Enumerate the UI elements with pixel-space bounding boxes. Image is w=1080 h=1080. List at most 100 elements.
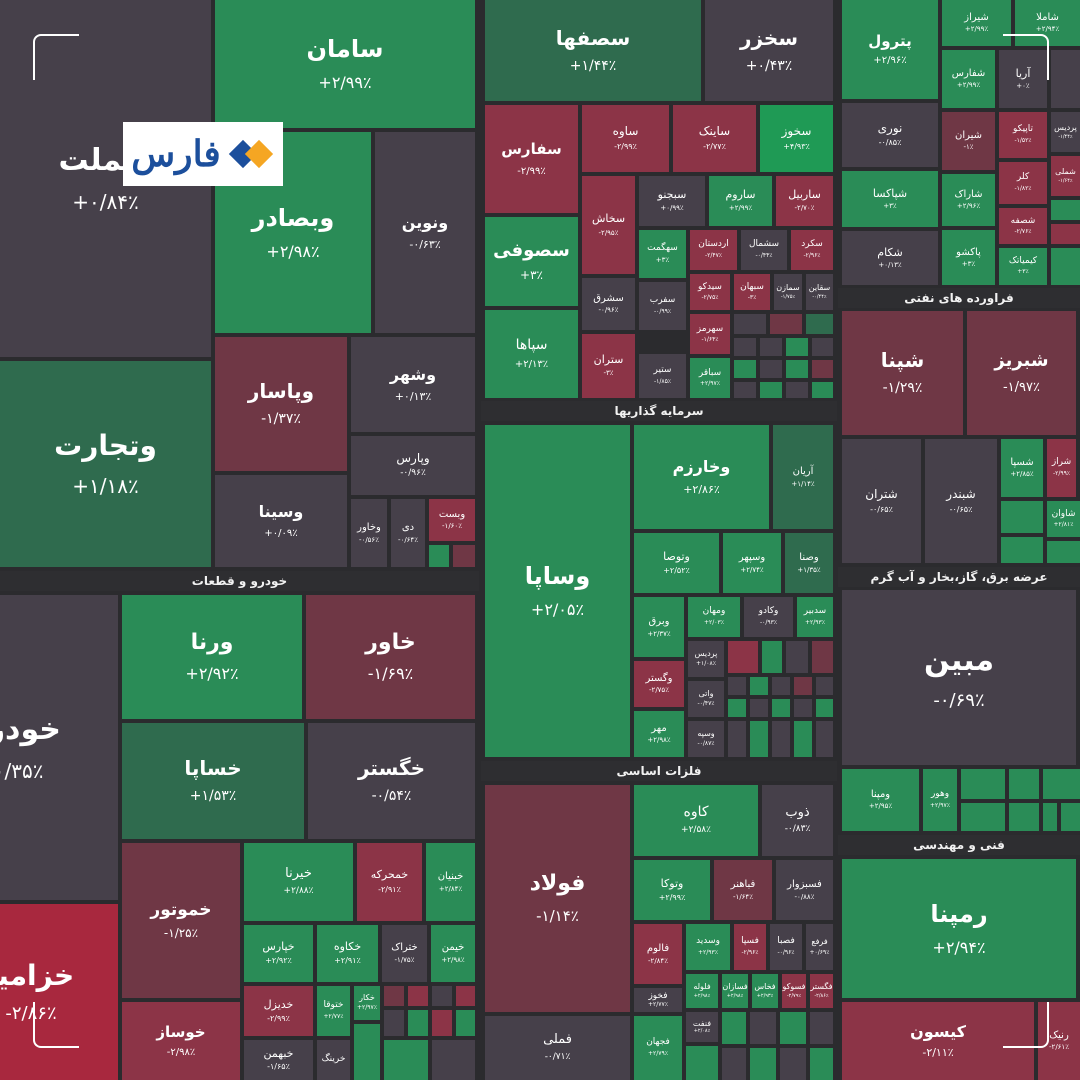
tile-small[interactable]: [734, 338, 756, 356]
tile-tapiko[interactable]: تاپیکو -۱/۵۲٪: [999, 112, 1047, 158]
tile-sesofha[interactable]: سصفها +۱/۴۴٪: [485, 0, 701, 101]
tile-khosaz[interactable]: خوساز -۲/۹۸٪: [122, 1002, 240, 1080]
tile-shsafeh[interactable]: شصفه -۲/۷۶٪: [999, 208, 1047, 244]
tile-small[interactable]: [432, 986, 452, 1006]
tile-khmoharreke[interactable]: خمحرکه -۲/۹۱٪: [357, 843, 422, 921]
tile-small[interactable]: [786, 641, 808, 673]
tile-pakshoo[interactable]: پاکشو +۳٪: [942, 230, 995, 285]
tile-small[interactable]: [816, 699, 833, 717]
tile-small[interactable]: [806, 314, 833, 334]
tile-pardis-ph[interactable]: پردیس -۱/۴۴٪: [1051, 112, 1080, 152]
tile-small[interactable]: [770, 314, 802, 334]
tile-kayson[interactable]: کیسون -۲/۱۱٪: [842, 1002, 1034, 1080]
tile-sekhash[interactable]: سخاش -۲/۹۵٪: [582, 176, 635, 274]
tile-small[interactable]: [786, 338, 808, 356]
tile-kheirna[interactable]: خیرنا +۲/۸۸٪: [244, 843, 353, 921]
tile-khmotor[interactable]: خموتور -۱/۲۵٪: [122, 843, 240, 998]
tile-khkar[interactable]: خکار +۲/۹۷٪: [354, 986, 380, 1020]
tile-khtoga[interactable]: ختوقا +۲/۷۷٪: [317, 986, 350, 1036]
tile-kelor[interactable]: کلر -۱/۸۲٪: [999, 162, 1047, 204]
tile-sadbir[interactable]: سدبیر +۲/۹۳٪: [797, 597, 833, 637]
tile-small[interactable]: [772, 699, 790, 717]
tile-vbest[interactable]: وبست -۱/۶۰٪: [429, 499, 475, 541]
tile-khbahman[interactable]: خبهمن -۱/۶۵٪: [244, 1040, 313, 1080]
tile-small[interactable]: [384, 1010, 404, 1036]
tile-sehgamt[interactable]: سهگمت +۳٪: [639, 230, 686, 278]
tile-rampna[interactable]: رمپنا +۲/۹۴٪: [842, 859, 1076, 998]
tile-small[interactable]: [408, 1010, 428, 1036]
tile-sarom[interactable]: ساروم +۲/۹۹٪: [709, 176, 772, 226]
tile-khavar[interactable]: خاور -۱/۶۹٪: [306, 595, 475, 719]
tile-vshahr[interactable]: وشهر +۰/۱۳٪: [351, 337, 475, 432]
tile-vtosa[interactable]: وتوصا +۲/۵۲٪: [634, 533, 719, 593]
tile-small[interactable]: [432, 1040, 475, 1080]
tile-shbandar[interactable]: شبندر -۰/۶۵٪: [925, 439, 997, 563]
tile-vbargh[interactable]: وبرق +۲/۳۷٪: [634, 597, 684, 657]
tile-sekhouz[interactable]: سخوز +۴/۹۳٪: [760, 105, 833, 172]
tile-small[interactable]: [384, 986, 404, 1006]
tile-khiman[interactable]: خیمن +۲/۹۸٪: [431, 925, 475, 982]
tile-small[interactable]: [772, 677, 790, 695]
tile-shekam[interactable]: شکام +۰/۱۳٪: [842, 231, 938, 285]
tile-small[interactable]: [816, 677, 833, 695]
tile-vrena[interactable]: ورنا +۲/۹۲٪: [122, 595, 302, 719]
tile-small[interactable]: [384, 1040, 428, 1080]
tile-small[interactable]: [1001, 537, 1043, 563]
tile-saman[interactable]: سامان +۲/۹۹٪: [215, 0, 475, 128]
tile-vati[interactable]: واتی -۰/۴۷٪: [688, 681, 724, 717]
tile-fsepa[interactable]: فسپا -۲/۹۶٪: [734, 924, 766, 970]
tile-sabik[interactable]: ساینک -۲/۷۷٪: [673, 105, 756, 172]
tile-vsepeh[interactable]: وسپه -۰/۸۷٪: [688, 721, 724, 757]
tile-foolad[interactable]: فولاد -۱/۱۴٪: [485, 785, 630, 1012]
tile-khsapa[interactable]: خساپا +۱/۵۳٪: [122, 723, 304, 839]
tile-small[interactable]: [1001, 501, 1043, 533]
tile-vkadou[interactable]: وکادو -۰/۹۳٪: [744, 597, 793, 637]
tile-small[interactable]: [722, 1048, 746, 1080]
tile-vsadid[interactable]: وسدید +۲/۹۳٪: [686, 924, 730, 970]
tile-shiran[interactable]: شیران -۱٪: [942, 112, 995, 170]
tile-sepaha[interactable]: سپاها +۲/۱۳٪: [485, 310, 578, 398]
tile-khbonyan[interactable]: خبنیان +۲/۸۴٪: [426, 843, 475, 921]
tile-khodro[interactable]: خودرو -۰/۳۵٪: [0, 595, 118, 900]
tile-sebjno[interactable]: سبجنو +۰/۹۹٪: [639, 176, 705, 226]
tile-small[interactable]: [722, 1012, 746, 1044]
tile-small[interactable]: [456, 986, 475, 1006]
tile-vbsader[interactable]: وبصادر +۲/۹۸٪: [215, 132, 371, 333]
tile-small[interactable]: [1051, 200, 1080, 220]
tile-sharak[interactable]: شاراک +۲/۹۶٪: [942, 174, 995, 226]
tile-day[interactable]: دی -۰/۶۴٪: [391, 499, 425, 567]
tile-vparsian[interactable]: وپارس -۰/۹۶٪: [351, 436, 475, 495]
tile-vsepehr[interactable]: وسپهر +۲/۷۴٪: [723, 533, 781, 593]
tile-sefars[interactable]: سفارس -۲/۹۹٪: [485, 105, 578, 213]
tile-small[interactable]: [408, 986, 428, 1006]
tile-small[interactable]: [728, 677, 746, 695]
tile-vnovin[interactable]: ونوین -۰/۶۳٪: [375, 132, 475, 333]
tile-vpasar[interactable]: وپاسار -۱/۳۷٪: [215, 337, 347, 471]
tile-shavan[interactable]: شاوان +۲/۸۱٪: [1047, 501, 1080, 537]
tile-small[interactable]: [1061, 803, 1080, 831]
tile-vmahan[interactable]: ومهان +۲/۰۳٪: [688, 597, 740, 637]
tile-small[interactable]: [794, 677, 812, 695]
tile-fsazan[interactable]: فسازان +۲/۹۸٪: [722, 974, 748, 1008]
tile-small[interactable]: [812, 360, 833, 378]
tile-fameli[interactable]: فملی -۰/۷۱٪: [485, 1016, 630, 1080]
tile-small[interactable]: [686, 1046, 718, 1080]
tile-small[interactable]: [734, 382, 756, 398]
tile-small[interactable]: [432, 1010, 452, 1036]
tile-small[interactable]: [812, 338, 833, 356]
tile-small[interactable]: [750, 699, 768, 717]
tile-small[interactable]: [760, 338, 782, 356]
tile-sebagher[interactable]: سباقر +۲/۹۷٪: [690, 358, 730, 398]
tile-small[interactable]: [786, 360, 808, 378]
tile-fbahonar[interactable]: فباهنر -۱/۶۴٪: [714, 860, 772, 920]
tile-mobin[interactable]: مبین -۰/۶۹٪: [842, 590, 1076, 765]
tile-fkhas[interactable]: فخاس +۲/۹۳٪: [752, 974, 778, 1008]
tile-small[interactable]: [728, 641, 758, 673]
tile-small[interactable]: [780, 1012, 806, 1044]
tile-shmeli[interactable]: شملی -۱/۶۴٪: [1051, 156, 1080, 196]
tile-fsoko[interactable]: فسوکو -۲/۷۹٪: [782, 974, 806, 1008]
tile-small[interactable]: [762, 641, 782, 673]
tile-sekord[interactable]: سکرد -۲/۹۶٪: [791, 230, 833, 270]
tile-fanaft[interactable]: فنفت +۲/۰۸٪: [686, 1012, 718, 1042]
tile-semazen[interactable]: سمازن -۱/۷۵٪: [774, 274, 802, 310]
